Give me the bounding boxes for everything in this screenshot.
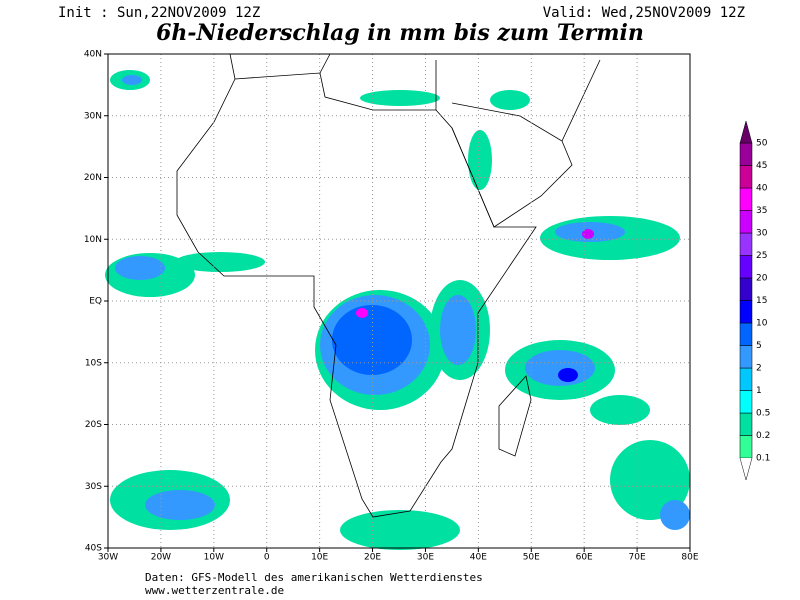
graticule	[108, 54, 690, 548]
lon-label: 50E	[523, 553, 540, 563]
lat-label: 40S	[85, 544, 102, 554]
colorbar-label: 0.1	[756, 454, 770, 464]
lat-label: 20S	[85, 420, 102, 430]
lon-label: 10E	[311, 553, 328, 563]
map-title: 6h-Niederschlag in mm bis zum Termin	[156, 20, 644, 46]
colorbar-label: 35	[756, 206, 767, 216]
init-time: Init : Sun,22NOV2009 12Z	[58, 5, 260, 21]
colorbar-box	[739, 210, 753, 234]
colorbar-label: 5	[756, 341, 762, 351]
lat-label: 30N	[84, 111, 102, 121]
lon-label: 40E	[470, 553, 487, 563]
colorbar-label: 25	[756, 251, 767, 261]
valid-time: Valid: Wed,25NOV2009 12Z	[543, 5, 745, 21]
colorbar-box	[739, 187, 753, 211]
colorbar-label: 0.5	[756, 409, 770, 419]
colorbar-box	[739, 165, 753, 189]
colorbar-arrow	[739, 457, 753, 481]
lon-label: 10W	[204, 553, 224, 563]
colorbar-box	[739, 412, 753, 436]
lon-label: 30W	[98, 553, 118, 563]
colorbar-label: 0.2	[756, 431, 770, 441]
precipitation-field	[105, 70, 690, 550]
colorbar-label: 10	[756, 319, 768, 329]
colorbar-box	[739, 345, 753, 369]
colorbar-label: 1	[756, 386, 762, 396]
colorbar-box	[739, 367, 753, 391]
lon-label: 20E	[364, 553, 381, 563]
source-url: www.wetterzentrale.de	[145, 584, 284, 597]
lon-label: 0	[264, 553, 270, 563]
coastlines	[176, 53, 601, 518]
lat-label: EQ	[89, 297, 102, 307]
lat-label: 10N	[84, 235, 102, 245]
colorbar-arrow	[739, 120, 753, 144]
colorbar-box	[739, 255, 753, 279]
colorbar-box	[739, 142, 753, 166]
colorbar-box	[739, 300, 753, 324]
colorbar-label: 15	[756, 296, 767, 306]
lon-label: 60E	[576, 553, 593, 563]
lon-label: 70E	[629, 553, 646, 563]
colorbar-label: 40	[756, 184, 768, 194]
lat-label: 30S	[85, 482, 102, 492]
colorbar-label: 2	[756, 364, 762, 374]
lon-label: 20W	[151, 553, 171, 563]
colorbar-box	[739, 322, 753, 346]
lat-label: 10S	[85, 358, 102, 368]
lon-label: 30E	[417, 553, 434, 563]
source-note: Daten: GFS-Modell des amerikanischen Wet…	[145, 571, 483, 584]
colorbar-label: 30	[756, 229, 768, 239]
colorbar-label: 50	[756, 139, 768, 149]
colorbar-box	[739, 232, 753, 256]
colorbar-box	[739, 435, 753, 459]
lon-label: 80E	[681, 553, 698, 563]
lat-label: 20N	[84, 173, 102, 183]
colorbar-box	[739, 277, 753, 301]
colorbar-label: 45	[756, 161, 767, 171]
colorbar-label: 20	[756, 274, 768, 284]
lat-label: 40N	[84, 50, 102, 60]
colorbar-box	[739, 390, 753, 414]
